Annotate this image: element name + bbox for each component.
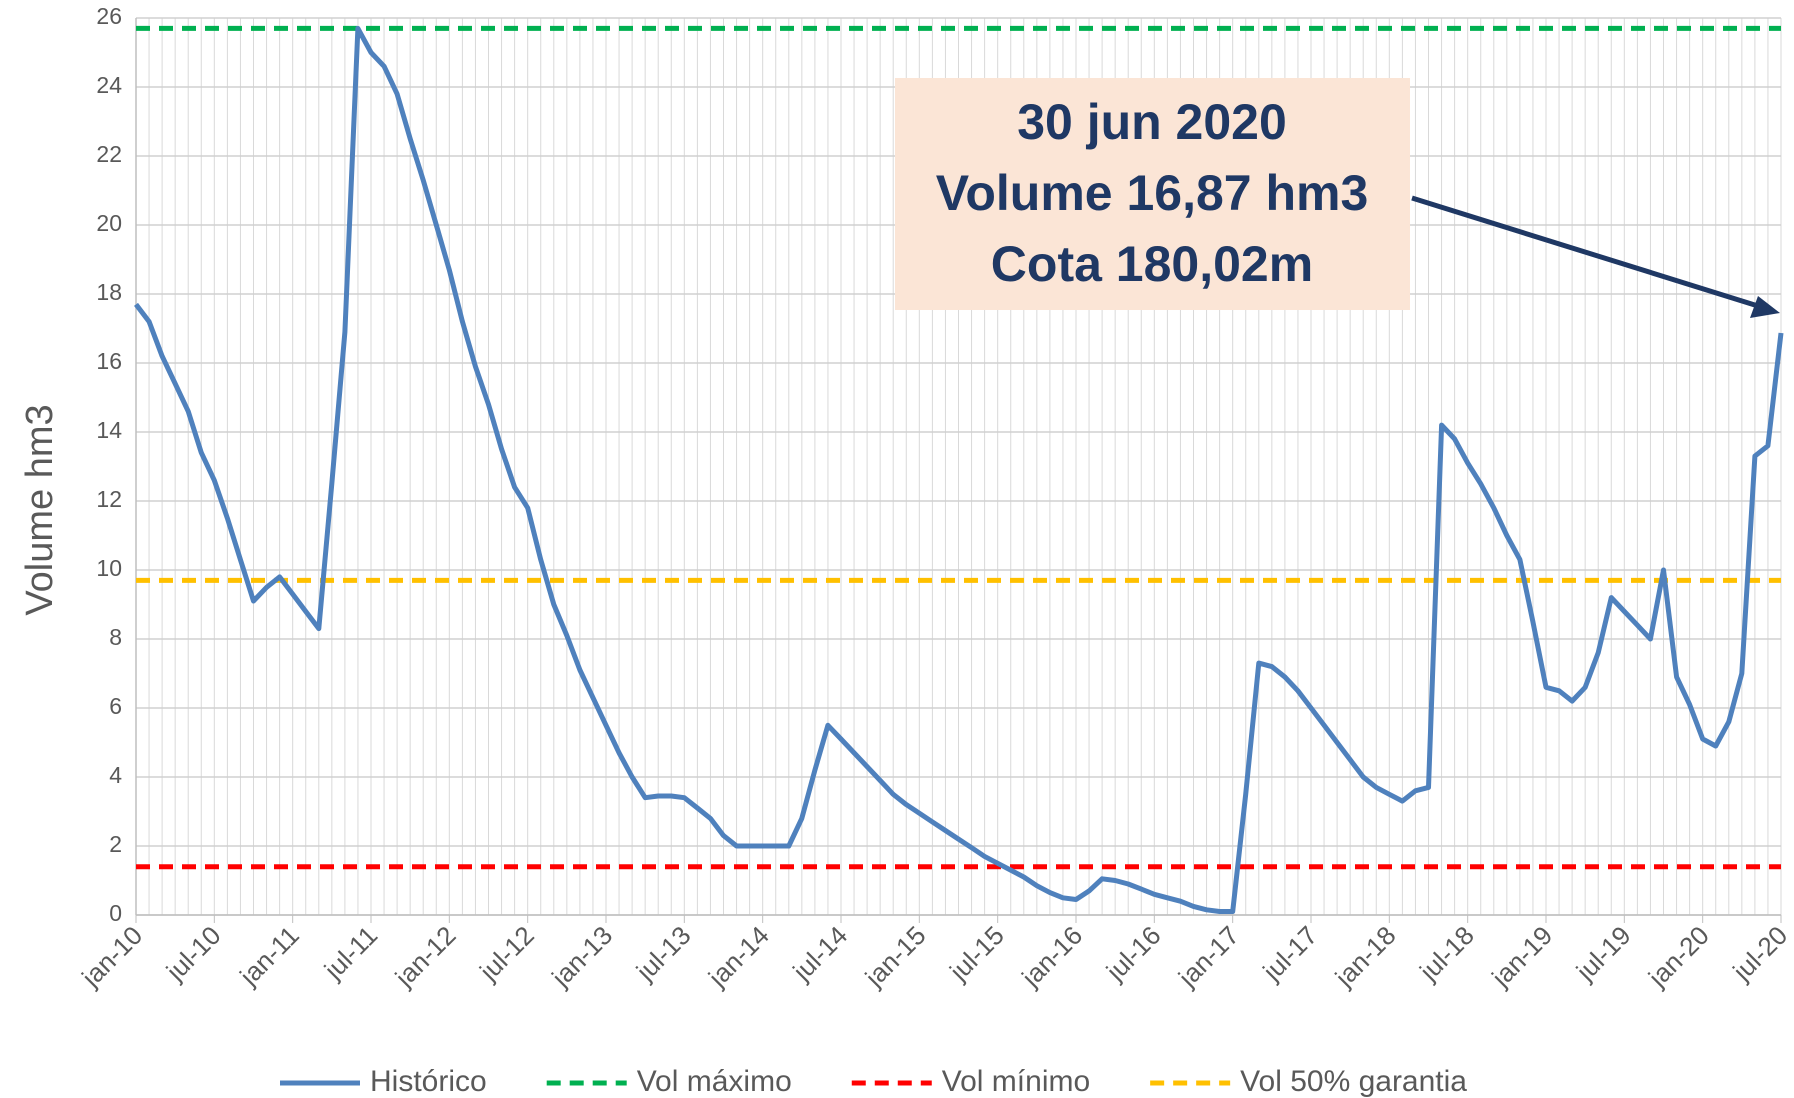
y-tick-label: 20 xyxy=(96,210,122,236)
annotation-arrowhead xyxy=(1750,296,1780,318)
annotation-text: Volume 16,87 hm3 xyxy=(936,165,1369,221)
legend-label: Vol máximo xyxy=(637,1065,792,1098)
y-tick-label: 12 xyxy=(96,486,122,512)
x-tick-label: jul-10 xyxy=(160,920,227,987)
y-tick-label: 26 xyxy=(96,3,122,29)
y-tick-label: 22 xyxy=(96,141,122,167)
x-tick-label: jan-19 xyxy=(1485,920,1558,993)
y-tick-label: 14 xyxy=(96,417,122,443)
annotation-text: Cota 180,02m xyxy=(991,236,1313,292)
y-tick-label: 8 xyxy=(109,624,122,650)
x-tick-label: jan-11 xyxy=(233,920,305,992)
x-tick-label: jul-15 xyxy=(943,920,1010,987)
y-tick-label: 0 xyxy=(109,900,122,926)
x-tick-label: jan-20 xyxy=(1642,920,1715,993)
x-tick-label: jan-14 xyxy=(702,920,775,993)
x-tick-label: jan-17 xyxy=(1172,920,1245,993)
y-tick-label: 24 xyxy=(96,72,122,98)
x-tick-label: jan-10 xyxy=(75,920,148,993)
x-tick-label: jan-13 xyxy=(545,920,618,993)
x-tick-label: jul-14 xyxy=(786,920,853,987)
x-tick-label: jan-15 xyxy=(859,920,932,993)
annotation-text: 30 jun 2020 xyxy=(1017,94,1287,150)
y-tick-label: 16 xyxy=(96,348,122,374)
x-tick-label: jan-18 xyxy=(1329,920,1402,993)
x-tick-label: jul-18 xyxy=(1413,920,1480,987)
series-line xyxy=(134,25,1784,914)
annotation-box xyxy=(895,78,1410,310)
x-tick-label: jul-12 xyxy=(473,920,540,987)
legend-label: Vol mínimo xyxy=(942,1065,1090,1098)
x-tick-label: jul-17 xyxy=(1256,920,1323,987)
x-tick-label: jul-11 xyxy=(318,920,384,986)
x-tick-label: jan-12 xyxy=(389,920,462,993)
y-tick-label: 10 xyxy=(96,555,122,581)
y-tick-label: 6 xyxy=(109,693,122,719)
legend-label: Vol 50% garantia xyxy=(1240,1065,1467,1098)
annotation-arrow xyxy=(1411,195,1759,309)
y-tick-label: 4 xyxy=(109,762,122,788)
y-tick-label: 2 xyxy=(109,831,122,857)
y-tick-label: 18 xyxy=(96,279,122,305)
legend: Histórico Vol máximo Vol mínimo Vol 50% gar… xyxy=(280,1065,1467,1098)
x-tick-label: jan-16 xyxy=(1015,920,1088,993)
x-tick-label: jul-16 xyxy=(1100,920,1167,987)
x-tick-label: jul-20 xyxy=(1726,920,1793,987)
x-tick-label: jul-13 xyxy=(630,920,697,987)
y-axis-label: Volume hm3 xyxy=(19,404,61,615)
x-tick-label: jul-19 xyxy=(1570,920,1637,987)
legend-label: Histórico xyxy=(370,1065,487,1098)
